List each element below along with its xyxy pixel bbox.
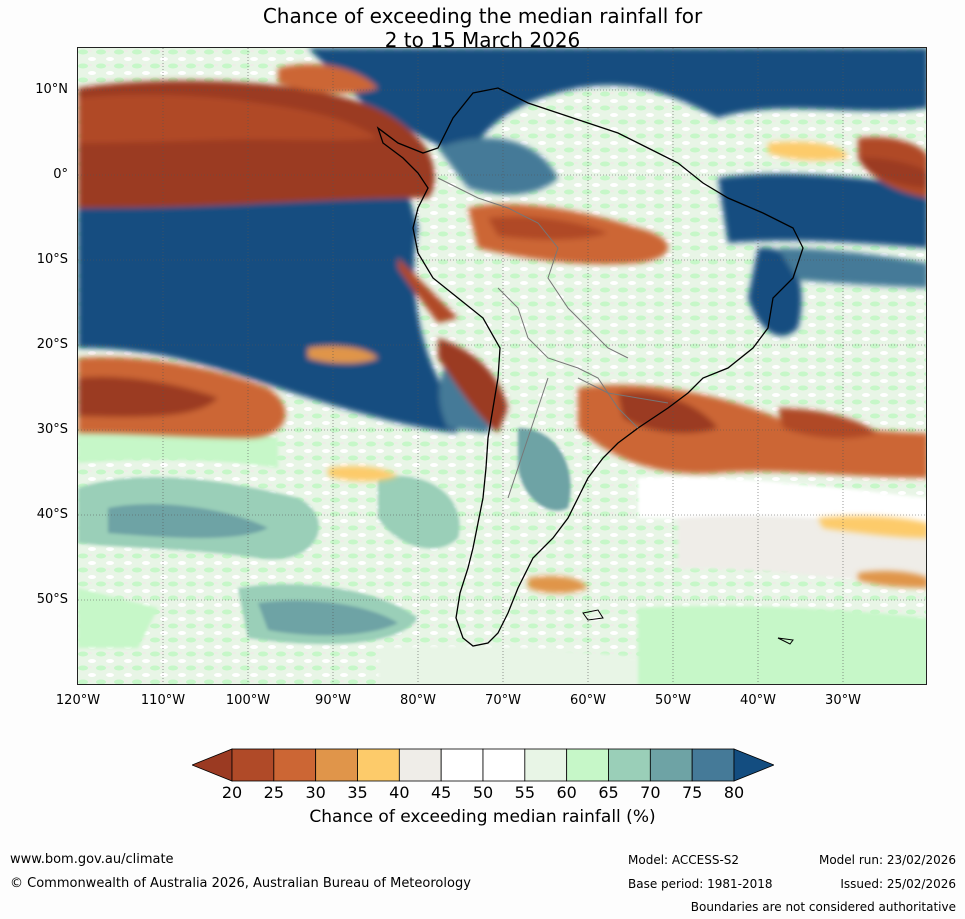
colorbar-segment (691, 748, 735, 782)
footer-copyright: © Commonwealth of Australia 2026, Austra… (10, 876, 471, 891)
lon-label-30w: 30°W (825, 693, 861, 708)
lon-label-110w: 110°W (140, 693, 186, 708)
footer-issued: Issued: 25/02/2026 (840, 877, 956, 891)
lon-label-100w: 100°W (225, 693, 271, 708)
colorbar-tick-label: 40 (389, 783, 410, 802)
rainfall-map (77, 47, 927, 685)
footer-model-run: Model run: 23/02/2026 (818, 853, 956, 867)
colorbar-segment (524, 748, 568, 782)
colorbar-segment (482, 748, 526, 782)
lat-label-10n: 10°N (35, 82, 68, 97)
colorbar-tick-label: 75 (681, 783, 703, 802)
probability-extremes (78, 48, 926, 594)
footer-model: Model: ACCESS-S2 (628, 853, 740, 867)
lon-label-80w: 80°W (400, 693, 436, 708)
lon-label-50w: 50°W (655, 693, 691, 708)
falkland-islands (582, 609, 604, 621)
lon-label-120w: 120°W (55, 693, 101, 708)
map-title: Chance of exceeding the median rainfall … (0, 4, 965, 52)
colorbar-segment (231, 748, 275, 782)
lat-label-0: 0° (53, 167, 68, 182)
footer-website: www.bom.gov.au/climate (10, 852, 174, 867)
colorbar-tick-label: 55 (514, 783, 535, 802)
colorbar-segment (398, 748, 442, 782)
lat-label-20s: 20°S (36, 337, 68, 352)
map-canvas (78, 48, 926, 684)
lon-label-60w: 60°W (570, 693, 606, 708)
lon-label-70w: 70°W (485, 693, 521, 708)
colorbar-tick-label: 50 (472, 783, 494, 802)
colorbar-arrow-low (192, 748, 233, 782)
colorbar-tick-label: 70 (640, 783, 661, 802)
colorbar-tick-label: 60 (556, 783, 577, 802)
lat-label-10s: 10°S (36, 252, 68, 267)
colorbar-tick-label: 65 (598, 783, 619, 802)
footer-disclaimer: Boundaries are not considered authoritat… (690, 900, 956, 914)
lon-label-40w: 40°W (740, 693, 776, 708)
south-america-outline (376, 87, 804, 647)
title-line-1: Chance of exceeding the median rainfall … (262, 4, 703, 28)
colorbar-segment (273, 748, 317, 782)
colorbar-tick-label: 30 (305, 783, 326, 802)
colorbar-tick-label: 25 (263, 783, 284, 802)
colorbar-tick-label: 45 (430, 783, 452, 802)
colorbar-tick-label: 35 (347, 783, 368, 802)
lon-label-90w: 90°W (315, 693, 351, 708)
footer-base-period: Base period: 1981-2018 (628, 877, 773, 891)
colorbar-segment (566, 748, 609, 782)
colorbar-segment (649, 748, 693, 782)
colorbar-tick-label: 80 (723, 783, 745, 802)
graticule (78, 48, 926, 684)
colorbar-segment (357, 748, 400, 782)
colorbar-arrow-high (733, 748, 774, 782)
colorbar-segment (608, 748, 651, 782)
lat-label-30s: 30°S (36, 422, 68, 437)
lat-label-50s: 50°S (36, 592, 68, 607)
probability-field (78, 422, 926, 684)
lat-label-40s: 40°S (36, 507, 68, 522)
colorbar-segment (440, 748, 484, 782)
colorbar-segment (315, 748, 358, 782)
country-boundaries (437, 177, 669, 499)
colorbar-label: Chance of exceeding median rainfall (%) (309, 807, 656, 827)
colorbar (192, 748, 774, 782)
south-georgia (777, 637, 794, 645)
colorbar-tick-label: 20 (221, 783, 243, 802)
